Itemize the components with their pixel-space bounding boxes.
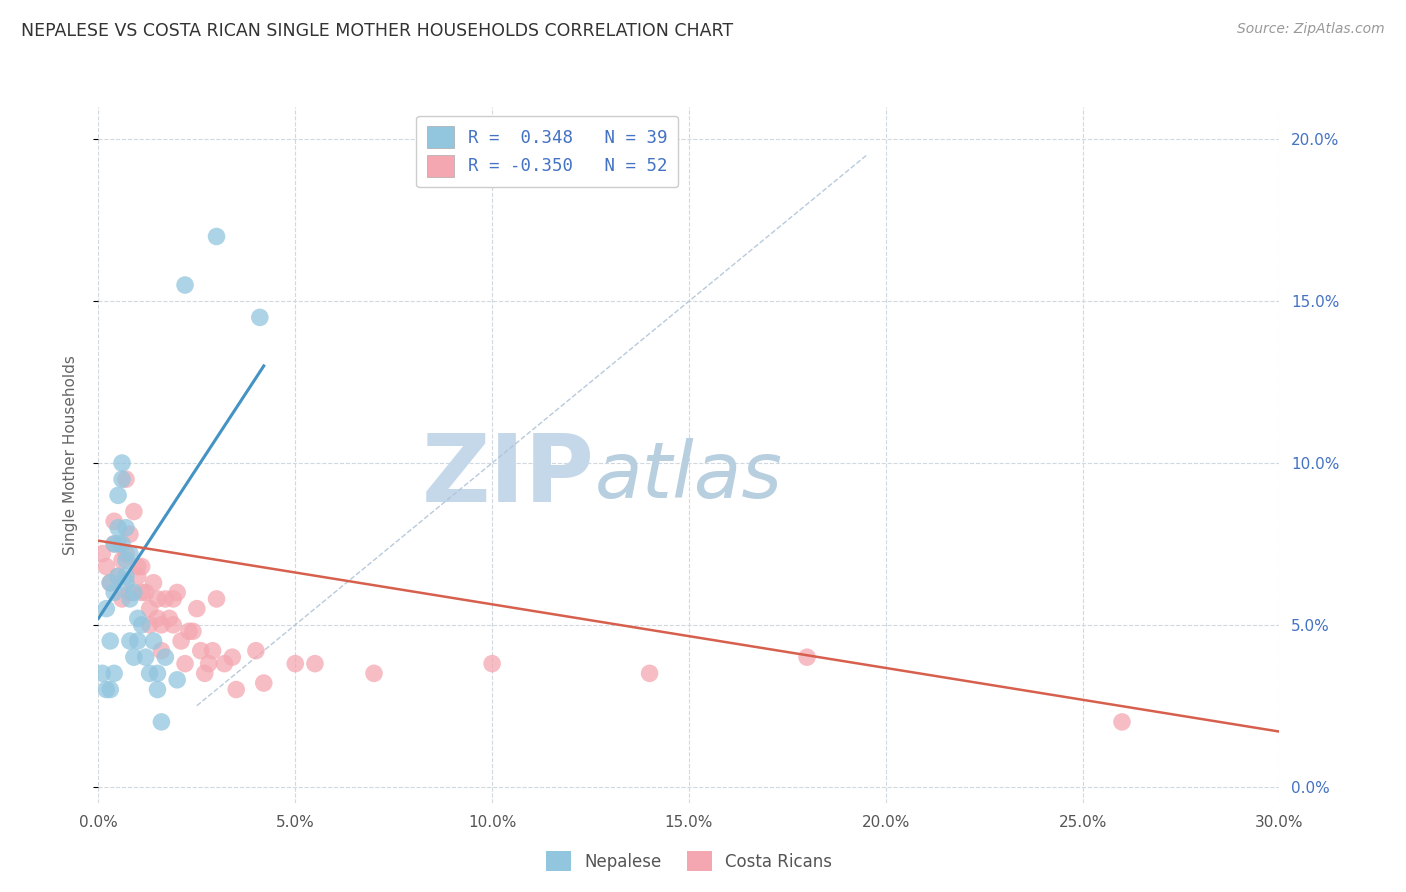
Point <box>131 617 153 632</box>
Point <box>150 714 173 729</box>
Point <box>96 682 118 697</box>
Point <box>115 553 138 567</box>
Point <box>363 666 385 681</box>
Point <box>796 650 818 665</box>
Point <box>103 537 125 551</box>
Point <box>107 521 129 535</box>
Point <box>127 559 149 574</box>
Point <box>155 591 177 606</box>
Point <box>127 569 149 583</box>
Point <box>122 650 145 665</box>
Point <box>135 585 157 599</box>
Point <box>205 591 228 606</box>
Point <box>174 657 197 671</box>
Point <box>150 617 173 632</box>
Point <box>103 537 125 551</box>
Point <box>135 650 157 665</box>
Point <box>131 585 153 599</box>
Point <box>162 617 184 632</box>
Point <box>214 657 236 671</box>
Point <box>146 666 169 681</box>
Point <box>177 624 200 639</box>
Point <box>115 521 138 535</box>
Point <box>127 634 149 648</box>
Point <box>111 553 134 567</box>
Text: Source: ZipAtlas.com: Source: ZipAtlas.com <box>1237 22 1385 37</box>
Point <box>111 591 134 606</box>
Point <box>138 666 160 681</box>
Point <box>138 601 160 615</box>
Point <box>107 488 129 502</box>
Point <box>111 456 134 470</box>
Point <box>190 643 212 657</box>
Point <box>118 527 141 541</box>
Point <box>638 666 661 681</box>
Point <box>107 569 129 583</box>
Legend: Nepalese, Costa Ricans: Nepalese, Costa Ricans <box>540 845 838 878</box>
Point <box>166 585 188 599</box>
Point <box>103 666 125 681</box>
Point <box>245 643 267 657</box>
Point <box>131 559 153 574</box>
Point <box>146 682 169 697</box>
Point <box>142 575 165 590</box>
Point <box>122 585 145 599</box>
Point <box>96 559 118 574</box>
Point <box>115 575 138 590</box>
Point <box>98 575 121 590</box>
Point <box>98 634 121 648</box>
Point <box>186 601 208 615</box>
Point <box>127 611 149 625</box>
Point <box>142 634 165 648</box>
Point <box>1111 714 1133 729</box>
Point <box>111 472 134 486</box>
Point <box>96 601 118 615</box>
Point <box>174 278 197 293</box>
Point <box>91 666 114 681</box>
Point <box>107 569 129 583</box>
Point <box>157 611 180 625</box>
Text: atlas: atlas <box>595 438 782 514</box>
Point <box>166 673 188 687</box>
Point <box>146 611 169 625</box>
Point <box>197 657 219 671</box>
Point <box>98 575 121 590</box>
Point <box>107 537 129 551</box>
Point <box>138 617 160 632</box>
Point <box>225 682 247 697</box>
Point <box>91 547 114 561</box>
Point <box>115 472 138 486</box>
Point <box>201 643 224 657</box>
Point <box>284 657 307 671</box>
Y-axis label: Single Mother Households: Single Mother Households <box>63 355 77 555</box>
Point <box>181 624 204 639</box>
Text: ZIP: ZIP <box>422 430 595 522</box>
Point <box>122 504 145 518</box>
Point <box>115 569 138 583</box>
Point <box>111 537 134 551</box>
Point <box>118 547 141 561</box>
Point <box>146 591 169 606</box>
Point <box>481 657 503 671</box>
Point <box>103 585 125 599</box>
Point <box>253 676 276 690</box>
Point <box>118 585 141 599</box>
Point <box>304 657 326 671</box>
Point <box>118 591 141 606</box>
Point <box>170 634 193 648</box>
Point <box>118 634 141 648</box>
Point <box>115 547 138 561</box>
Point <box>221 650 243 665</box>
Point <box>205 229 228 244</box>
Point <box>249 310 271 325</box>
Point <box>194 666 217 681</box>
Point <box>155 650 177 665</box>
Point <box>98 682 121 697</box>
Text: NEPALESE VS COSTA RICAN SINGLE MOTHER HOUSEHOLDS CORRELATION CHART: NEPALESE VS COSTA RICAN SINGLE MOTHER HO… <box>21 22 733 40</box>
Point <box>162 591 184 606</box>
Point <box>150 643 173 657</box>
Point <box>103 514 125 528</box>
